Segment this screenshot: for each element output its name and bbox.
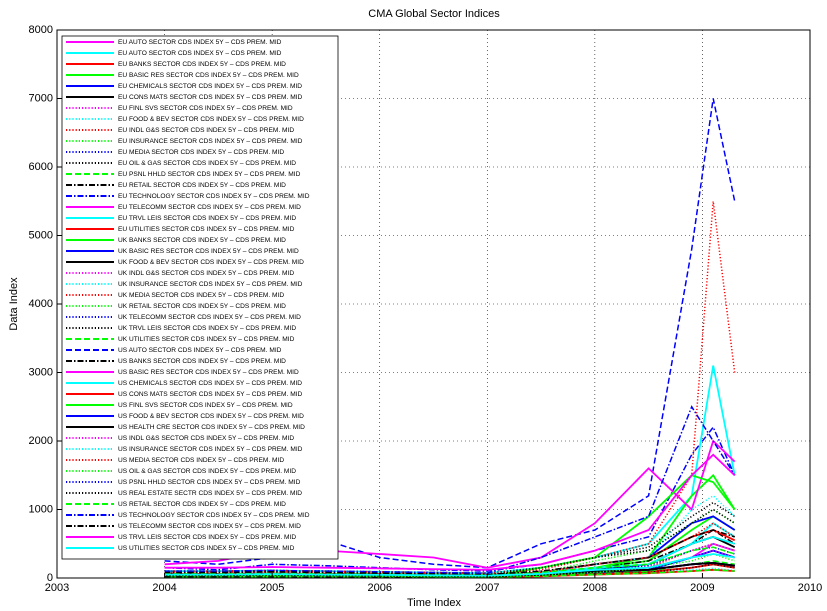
legend-label: UK RETAIL SECTOR CDS INDEX 5Y – CDS PREM… bbox=[118, 303, 286, 310]
legend-label: EU BASIC RES SECTOR CDS INDEX 5Y – CDS P… bbox=[118, 72, 299, 79]
legend-label: US CONS MATS SECTOR CDS INDEX 5Y – CDS P… bbox=[118, 391, 303, 398]
legend-label: US HEALTH CRE SECTOR CDS INDEX 5Y – CDS … bbox=[118, 424, 305, 431]
legend-label: EU CONS MATS SECTOR CDS INDEX 5Y – CDS P… bbox=[118, 94, 303, 101]
legend-label: EU UTILITIES SECTOR CDS INDEX 5Y – CDS P… bbox=[118, 226, 295, 233]
legend-label: UK INSURANCE SECTOR CDS INDEX 5Y – CDS P… bbox=[118, 281, 303, 288]
x-tick-label: 2008 bbox=[583, 582, 607, 594]
chart-title: CMA Global Sector Indices bbox=[368, 8, 500, 20]
legend-label: US REAL ESTATE SECTR CDS INDEX 5Y – CDS … bbox=[118, 490, 302, 497]
y-tick-label: 5000 bbox=[29, 229, 53, 241]
legend-label: UK TELECOMM SECTOR CDS INDEX 5Y – CDS PR… bbox=[118, 314, 301, 321]
legend-label: EU OIL & GAS SECTOR CDS INDEX 5Y – CDS P… bbox=[118, 160, 296, 167]
legend-label: EU AUTO SECTOR CDS INDEX 5Y – CDS PREM. … bbox=[118, 39, 282, 46]
legend-label: UK BASIC RES SECTOR CDS INDEX 5Y – CDS P… bbox=[118, 248, 299, 255]
legend-label: EU TELECOMM SECTOR CDS INDEX 5Y – CDS PR… bbox=[118, 204, 301, 211]
legend-label: US AUTO SECTOR CDS INDEX 5Y – CDS PREM. … bbox=[118, 347, 282, 354]
series-line bbox=[164, 453, 736, 571]
series-line bbox=[164, 425, 736, 572]
legend-label: US FOOD & BEV SECTOR CDS INDEX 5Y – CDS … bbox=[118, 413, 304, 420]
legend-label: US CHEMICALS SECTOR CDS INDEX 5Y – CDS P… bbox=[118, 380, 302, 387]
y-tick-label: 4000 bbox=[29, 298, 53, 310]
legend-label: US UTILITIES SECTOR CDS INDEX 5Y – CDS P… bbox=[118, 545, 295, 552]
legend-label: US OIL & GAS SECTOR CDS INDEX 5Y – CDS P… bbox=[118, 468, 296, 475]
legend-label: US FINL SVS SECTOR CDS INDEX 5Y – CDS PR… bbox=[118, 402, 293, 409]
legend-label: UK INDL G&S SECTOR CDS INDEX 5Y – CDS PR… bbox=[118, 270, 294, 277]
legend-label: UK BANKS SECTOR CDS INDEX 5Y – CDS PREM.… bbox=[118, 237, 286, 244]
y-tick-label: 3000 bbox=[29, 366, 53, 378]
legend-label: EU INSURANCE SECTOR CDS INDEX 5Y – CDS P… bbox=[118, 138, 303, 145]
x-tick-label: 2009 bbox=[690, 582, 714, 594]
legend-label: EU MEDIA SECTOR CDS INDEX 5Y – CDS PREM.… bbox=[118, 149, 284, 156]
legend-label: EU RETAIL SECTOR CDS INDEX 5Y – CDS PREM… bbox=[118, 182, 286, 189]
legend-label: US RETAIL SECTOR CDS INDEX 5Y – CDS PREM… bbox=[118, 501, 286, 508]
y-axis-label: Data Index bbox=[8, 277, 20, 331]
legend-label: US BANKS SECTOR CDS INDEX 5Y – CDS PREM.… bbox=[118, 358, 286, 365]
x-tick-label: 2010 bbox=[798, 582, 822, 594]
x-tick-label: 2006 bbox=[367, 582, 391, 594]
legend-label: UK FOOD & BEV SECTOR CDS INDEX 5Y – CDS … bbox=[118, 259, 304, 266]
legend-label: EU FINL SVS SECTOR CDS INDEX 5Y – CDS PR… bbox=[118, 105, 293, 112]
legend-label: US INSURANCE SECTOR CDS INDEX 5Y – CDS P… bbox=[118, 446, 303, 453]
y-tick-label: 2000 bbox=[29, 435, 53, 447]
legend-label: EU TECHNOLOGY SECTOR CDS INDEX 5Y – CDS … bbox=[118, 193, 310, 200]
y-tick-label: 8000 bbox=[29, 24, 53, 36]
legend-label: EU INDL G&S SECTOR CDS INDEX 5Y – CDS PR… bbox=[118, 127, 294, 134]
legend-label: EU CHEMICALS SECTOR CDS INDEX 5Y – CDS P… bbox=[118, 83, 302, 90]
legend-label: UK MEDIA SECTOR CDS INDEX 5Y – CDS PREM.… bbox=[118, 292, 284, 299]
legend-label: EU AUTO SECTOR CDS INDEX 5Y – CDS PREM. … bbox=[118, 50, 282, 57]
y-tick-label: 1000 bbox=[29, 503, 53, 515]
x-tick-label: 2005 bbox=[260, 582, 284, 594]
y-tick-label: 6000 bbox=[29, 161, 53, 173]
y-tick-label: 0 bbox=[47, 572, 53, 584]
legend-label: US TELECOMM SECTOR CDS INDEX 5Y – CDS PR… bbox=[118, 523, 301, 530]
legend-label: US TECHNOLOGY SECTOR CDS INDEX 5Y – CDS … bbox=[118, 512, 310, 519]
legend-label: EU FOOD & BEV SECTOR CDS INDEX 5Y – CDS … bbox=[118, 116, 304, 123]
legend-label: EU TRVL LEIS SECTOR CDS INDEX 5Y – CDS P… bbox=[118, 215, 296, 222]
legend-label: US TRVL LEIS SECTOR CDS INDEX 5Y – CDS P… bbox=[118, 534, 296, 541]
x-tick-label: 2003 bbox=[45, 582, 69, 594]
x-axis-label: Time Index bbox=[407, 597, 462, 609]
legend-label: EU BANKS SECTOR CDS INDEX 5Y – CDS PREM.… bbox=[118, 61, 286, 68]
series-line bbox=[164, 569, 735, 578]
legend-label: US BASIC RES SECTOR CDS INDEX 5Y – CDS P… bbox=[118, 369, 299, 376]
legend-label: UK TRVL LEIS SECTOR CDS INDEX 5Y – CDS P… bbox=[118, 325, 296, 332]
legend-label: US MEDIA SECTOR CDS INDEX 5Y – CDS PREM.… bbox=[118, 457, 284, 464]
legend: EU AUTO SECTOR CDS INDEX 5Y – CDS PREM. … bbox=[61, 35, 339, 560]
legend-label: US PSNL HHLD SECTOR CDS INDEX 5Y – CDS P… bbox=[118, 479, 301, 486]
x-tick-label: 2007 bbox=[475, 582, 499, 594]
x-tick-label: 2004 bbox=[152, 582, 176, 594]
legend-label: EU PSNL HHLD SECTOR CDS INDEX 5Y – CDS P… bbox=[118, 171, 301, 178]
legend-label: UK UTILITIES SECTOR CDS INDEX 5Y – CDS P… bbox=[118, 336, 295, 343]
axes: 2003 2004 2005 2006 2007 2008 2009 2010 0 1000 200… bbox=[29, 24, 823, 594]
y-tick-label: 7000 bbox=[29, 92, 53, 104]
legend-label: US INDL G&S SECTOR CDS INDEX 5Y – CDS PR… bbox=[118, 435, 294, 442]
